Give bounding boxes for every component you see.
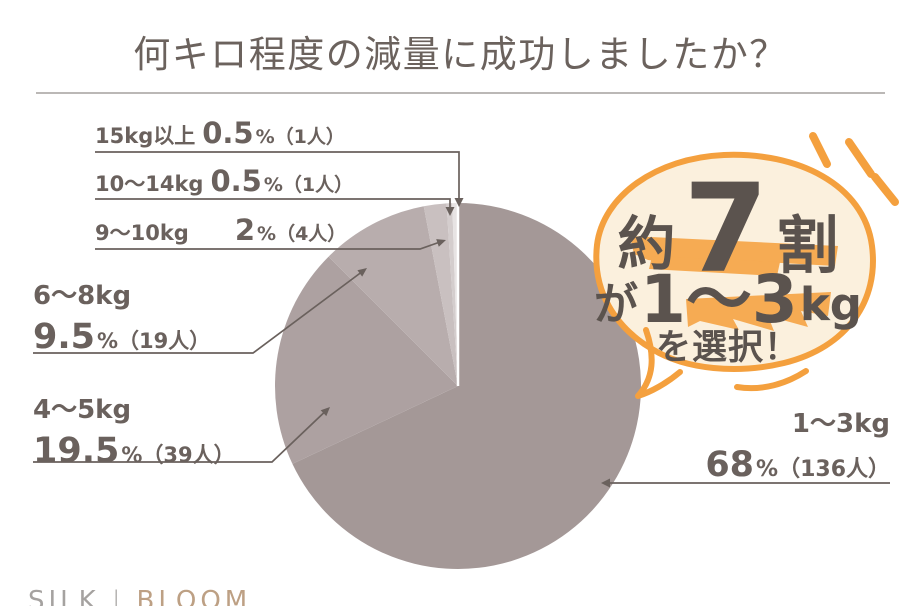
callout-10-14kg-range: 10〜14kg xyxy=(95,172,204,196)
page-title: 何キロ程度の減量に成功しましたか？ xyxy=(133,33,788,76)
callout-10-14kg-value: 0.5 xyxy=(210,164,262,198)
bubble-line1-suffix: 割 xyxy=(776,209,839,282)
pie-slice-1〜3kg xyxy=(292,203,641,569)
callout-9-10kg-detail: %（4人） xyxy=(257,223,347,245)
callout-6-8kg-range: 6〜8kg xyxy=(33,281,132,311)
pie-slice-6〜8kg xyxy=(328,206,458,386)
callout-line-9-10kg xyxy=(95,241,441,250)
callout-15kg-value: 0.5 xyxy=(202,116,254,150)
sparkle-line-3 xyxy=(871,173,899,206)
callout-1-3kg-range: 1〜3kg xyxy=(791,409,890,439)
arrow-15kg xyxy=(454,198,464,207)
arrow-6-8kg xyxy=(357,268,367,277)
pie-slice-9〜10kg xyxy=(423,203,458,386)
callout-line-4-5kg xyxy=(33,410,326,463)
logo-silk-text: SILK xyxy=(28,586,100,606)
callout-9-10kg: 9〜10kg 2 %（4人） xyxy=(95,213,346,247)
callout-1-3kg-detail: %（136人） xyxy=(756,457,890,482)
pie-slice-15kg以上 xyxy=(452,203,458,386)
callout-line-15kg xyxy=(95,151,460,200)
callout-line-10-14kg xyxy=(95,198,451,209)
title-divider xyxy=(36,92,885,94)
bubble-line2-unit: kg xyxy=(799,278,862,331)
callout-9-10kg-range: 9〜10kg xyxy=(95,221,189,245)
callout-15kg-range: 15kg以上 xyxy=(95,124,196,148)
callout-6-8kg: 6〜8kg 9.5 %（19人） xyxy=(33,275,210,357)
pie-chart xyxy=(275,203,641,569)
bubble-line1-prefix: 約 xyxy=(617,210,676,278)
bubble-line3: を選択！ xyxy=(655,328,800,368)
arrow-9-10kg xyxy=(436,239,446,247)
highlight-marker-row1b xyxy=(649,256,780,276)
logo-bloom-text: BLOOM xyxy=(136,586,252,606)
bubble-line2: が 1〜3 kg xyxy=(592,261,864,339)
callout-4-5kg-value: 19.5 xyxy=(33,431,120,471)
bubble-line2-range: 1〜3 xyxy=(640,261,798,339)
callout-1-3kg-value: 68 xyxy=(705,445,755,485)
callout-15kg-detail: %（1人） xyxy=(255,126,345,148)
callout-15kg: 15kg以上 0.5 %（1人） xyxy=(95,116,345,150)
arrow-1-3kg xyxy=(601,478,610,488)
sparkle-line-2 xyxy=(845,138,875,178)
logo-separator: | xyxy=(111,586,125,606)
callout-10-14kg-detail: %（1人） xyxy=(263,174,354,196)
speech-bubble-bottom-stroke xyxy=(734,368,809,392)
callout-9-10kg-value: 2 xyxy=(234,213,256,247)
callout-1-3kg: 1〜3kg 68 %（136人） xyxy=(705,403,890,485)
brand-logo: SILK | BLOOM xyxy=(28,586,251,606)
bubble-line2-prefix: が xyxy=(594,279,638,330)
sparkle-line-1 xyxy=(809,132,831,168)
speech-bubble xyxy=(593,132,899,399)
callout-4-5kg-range: 4〜5kg xyxy=(33,395,132,425)
arrow-10-14kg xyxy=(445,207,455,216)
pie-slice-10〜14kg xyxy=(446,203,458,386)
highlight-marker-row2 xyxy=(686,292,831,331)
callout-4-5kg: 4〜5kg 19.5 %（39人） xyxy=(33,389,235,471)
bubble-line1: 約 7 割 xyxy=(592,157,864,300)
pie-slice-4〜5kg xyxy=(275,256,458,464)
callout-line-6-8kg xyxy=(33,271,362,354)
callout-10-14kg: 10〜14kg 0.5 %（1人） xyxy=(95,164,353,198)
callout-4-5kg-detail: %（39人） xyxy=(121,443,235,467)
arrow-4-5kg xyxy=(320,407,330,417)
speech-bubble-tail xyxy=(635,327,683,399)
callout-connectors xyxy=(33,151,890,488)
callout-6-8kg-value: 9.5 xyxy=(33,317,96,357)
callout-6-8kg-detail: %（19人） xyxy=(97,329,211,353)
bubble-line1-big-number: 7 xyxy=(683,157,769,300)
